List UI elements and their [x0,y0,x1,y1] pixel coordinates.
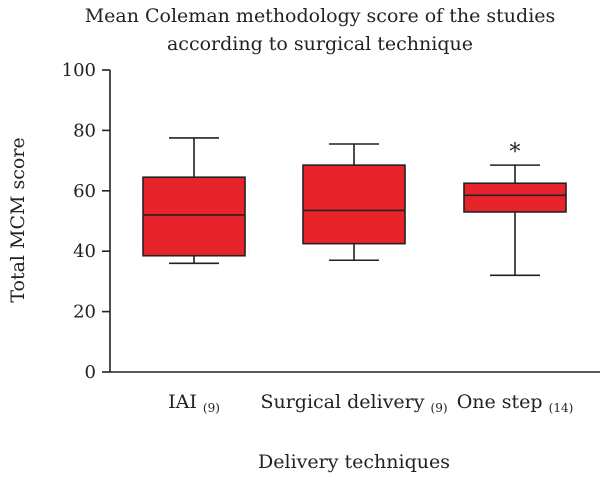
iqr-box [302,164,406,245]
boxes-group: * [142,137,567,277]
x-category-label: Surgical delivery (9) [260,391,447,415]
x-category-label: IAI (9) [168,391,220,415]
chart-title-line-2: according to surgical technique [167,33,473,55]
y-tick-label: 100 [62,60,96,81]
y-tick-label: 20 [73,302,96,323]
y-tick-label: 0 [85,362,96,383]
y-axis-label: Total MCM score [7,137,29,302]
iqr-box [142,176,246,257]
iqr-box [463,182,567,213]
box-3: * [463,140,567,277]
significance-annotation: * [510,140,521,165]
y-tick-label: 60 [73,181,96,202]
box-1 [142,137,246,265]
box-2 [302,143,406,262]
x-category-label: One step (14) [457,391,574,415]
y-ticks: 0 20 40 60 80 100 [62,60,110,383]
y-tick-label: 40 [73,241,96,262]
chart-title-line-1: Mean Coleman methodology score of the st… [85,5,556,27]
x-category-labels: IAI (9) Surgical delivery (9) One step (14… [168,391,573,415]
y-tick-label: 80 [73,120,96,141]
x-axis-label: Delivery techniques [258,451,450,473]
